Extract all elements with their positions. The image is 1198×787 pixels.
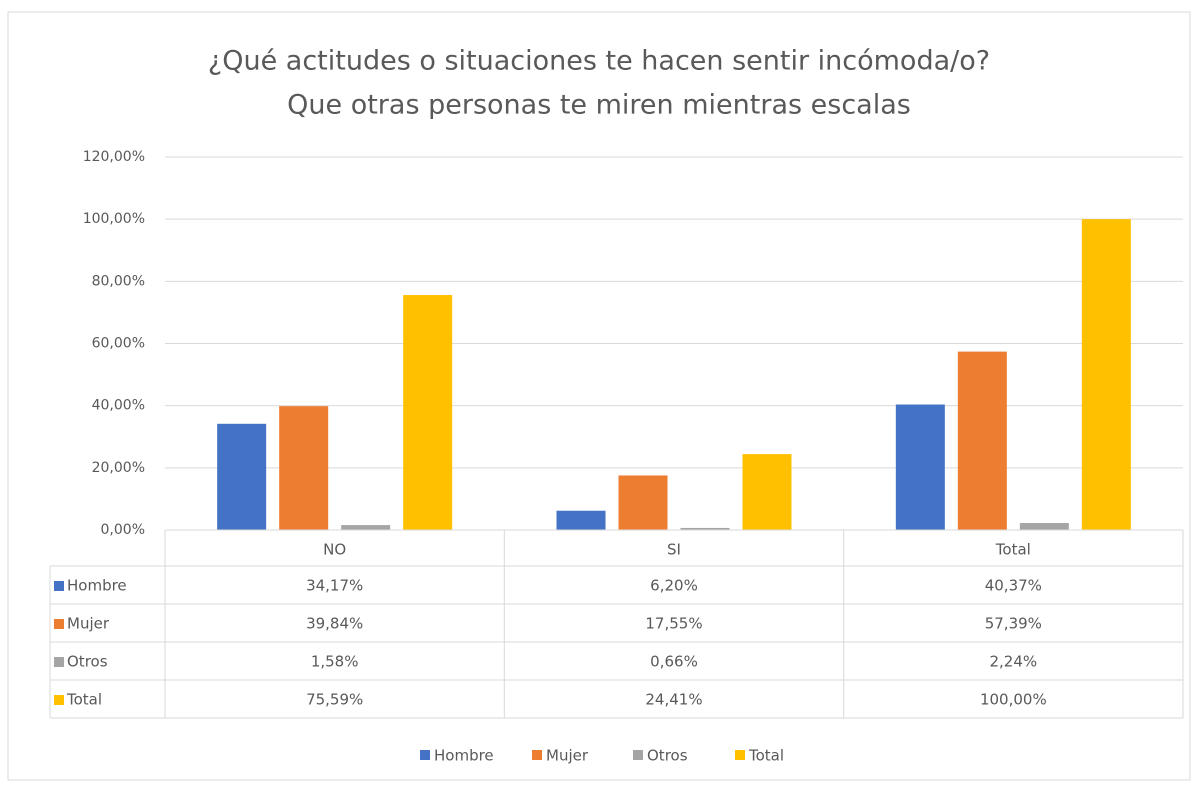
y-tick-label: 60,00% [92, 336, 145, 352]
bar [217, 423, 267, 530]
x-tick-label: Total [995, 541, 1031, 559]
legend-label: Total [748, 747, 784, 765]
table-cell: 57,39% [985, 615, 1042, 633]
legend-label: Hombre [434, 747, 494, 765]
bar [742, 454, 792, 530]
y-tick-label: 0,00% [101, 522, 145, 538]
y-tick-label: 100,00% [83, 211, 145, 227]
table-cell: 0,66% [650, 653, 698, 671]
table-row-label: Total [66, 691, 102, 709]
table-cell: 40,37% [985, 577, 1042, 595]
x-tick-label: SI [667, 541, 681, 559]
x-tick-label: NO [323, 541, 346, 559]
chart-title: ¿Qué actitudes o situaciones te hacen se… [208, 46, 990, 77]
bar [680, 527, 730, 530]
table-cell: 75,59% [306, 691, 363, 709]
bar [1019, 523, 1069, 530]
y-tick-label: 40,00% [92, 398, 145, 414]
table-cell: 39,84% [306, 615, 363, 633]
bar [403, 295, 453, 530]
bar [341, 525, 391, 530]
table-cell: 24,41% [645, 691, 702, 709]
bar [1081, 219, 1131, 530]
table-legend-key [54, 581, 64, 591]
table-cell: 1,58% [311, 653, 359, 671]
legend-key [633, 750, 643, 760]
y-tick-label: 120,00% [83, 149, 145, 165]
bar [279, 406, 329, 530]
table-cell: 34,17% [306, 577, 363, 595]
legend-label: Mujer [546, 747, 589, 765]
table-legend-key [54, 619, 64, 629]
table-legend-key [54, 695, 64, 705]
table-row-label: Mujer [67, 615, 110, 633]
bar [618, 475, 668, 530]
table-row-label: Otros [67, 653, 108, 671]
legend-key [420, 750, 430, 760]
legend-key [532, 750, 542, 760]
bar [957, 351, 1007, 530]
bar [895, 404, 945, 530]
y-tick-label: 20,00% [92, 460, 145, 476]
table-cell: 2,24% [990, 653, 1038, 671]
table-cell: 100,00% [980, 691, 1047, 709]
table-cell: 17,55% [645, 615, 702, 633]
chart-subtitle: Que otras personas te miren mientras esc… [287, 90, 911, 121]
table-row-label: Hombre [67, 577, 127, 595]
legend-key [735, 750, 745, 760]
bar [556, 510, 606, 530]
legend-label: Otros [647, 747, 688, 765]
table-legend-key [54, 657, 64, 667]
y-tick-label: 80,00% [92, 273, 145, 289]
table-cell: 6,20% [650, 577, 698, 595]
